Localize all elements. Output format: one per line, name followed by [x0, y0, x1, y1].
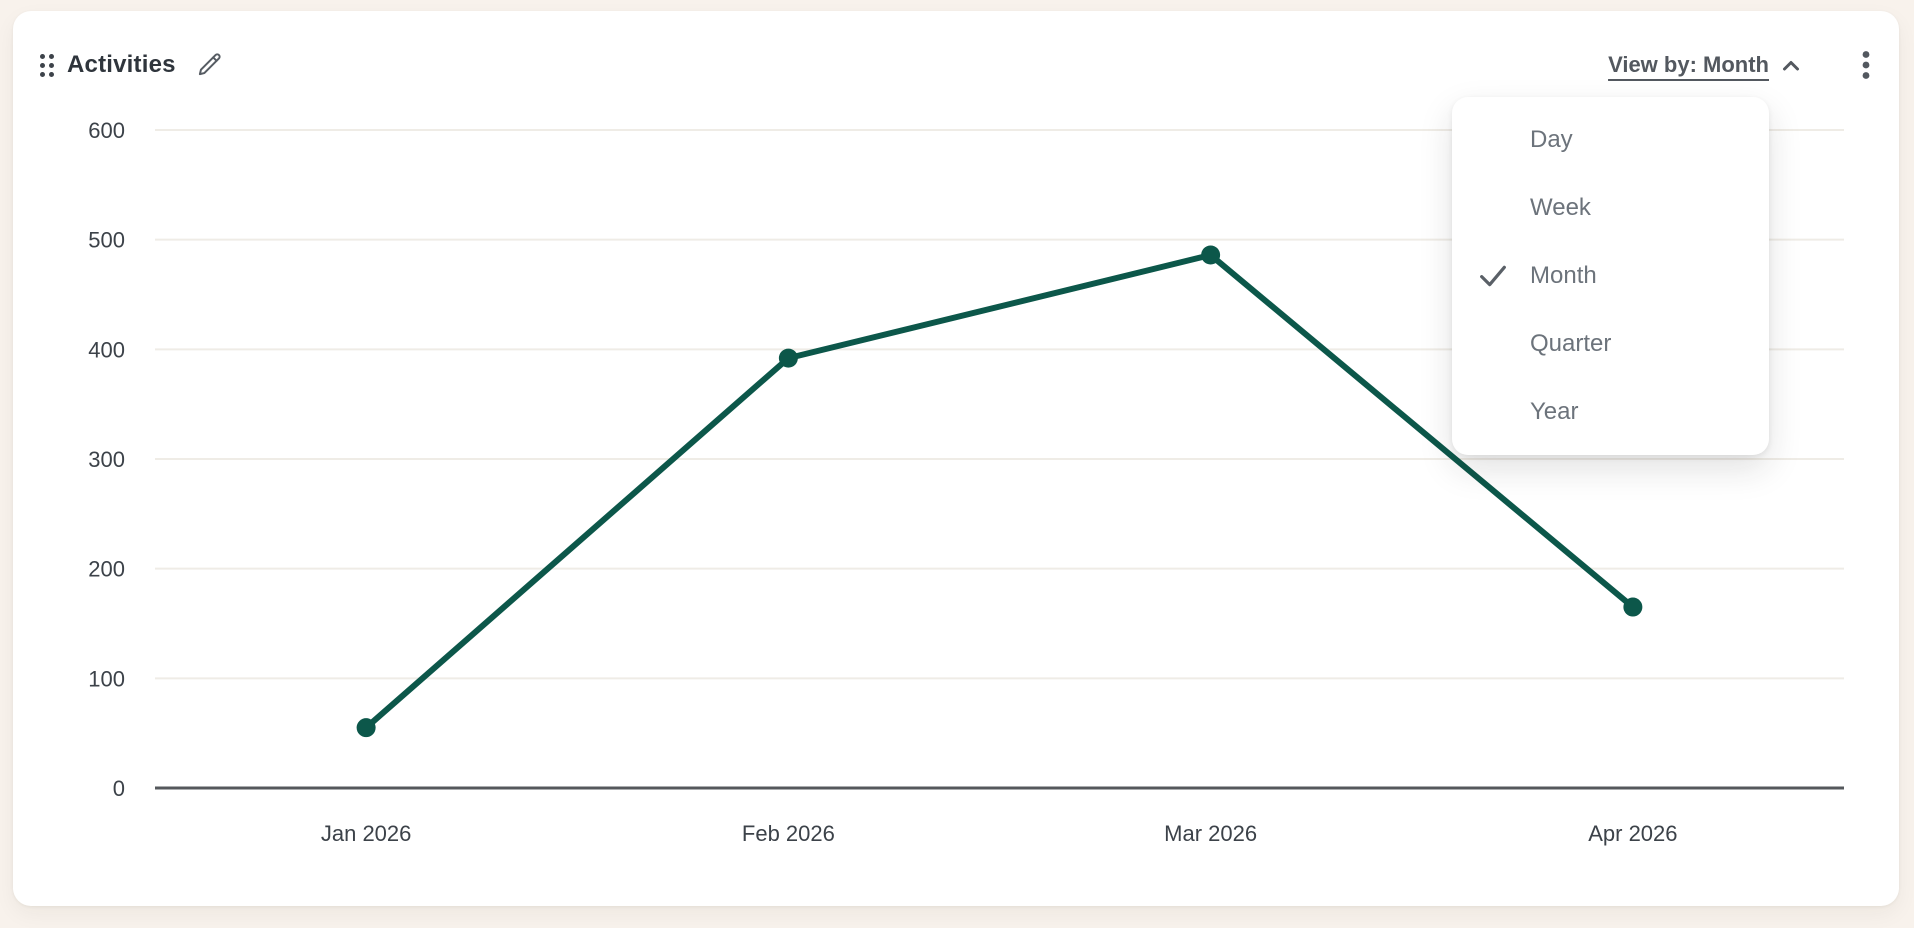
chevron-up-icon	[1783, 61, 1799, 71]
check-icon	[1477, 192, 1530, 224]
data-point[interactable]	[1201, 245, 1221, 265]
widget-header-left: Activities	[40, 51, 223, 79]
activities-line	[364, 252, 1635, 730]
dropdown-item-month[interactable]: Month	[1452, 242, 1769, 310]
svg-text:Feb 2026: Feb 2026	[742, 821, 835, 846]
dropdown-item-label: Month	[1530, 262, 1597, 289]
dropdown-item-label: Year	[1530, 398, 1579, 425]
widget-options-button[interactable]	[1861, 50, 1871, 80]
dropdown-item-day[interactable]: Day	[1452, 106, 1769, 174]
svg-text:200: 200	[88, 557, 125, 582]
dropdown-item-quarter[interactable]: Quarter	[1452, 310, 1769, 378]
widget-header: Activities View by: Month	[40, 43, 1871, 87]
activities-widget-card: Activities View by: Month	[13, 11, 1899, 906]
check-icon	[1477, 396, 1530, 428]
kebab-menu-icon	[1862, 51, 1870, 79]
widget-header-right: View by: Month	[1608, 50, 1871, 80]
svg-text:Apr 2026: Apr 2026	[1588, 821, 1677, 846]
view-by-label: View by: Month	[1608, 52, 1769, 77]
dropdown-item-label: Week	[1530, 194, 1591, 221]
activities-chart: 0 100 200 300 400 500 600 Jan 2026 Feb 2026 Mar 2…	[88, 118, 1844, 846]
svg-text:100: 100	[88, 666, 125, 691]
check-icon	[1477, 260, 1530, 292]
view-by-dropdown-button[interactable]: View by: Month	[1608, 52, 1803, 78]
svg-text:400: 400	[88, 337, 125, 362]
pencil-icon	[198, 53, 221, 76]
data-point[interactable]	[778, 348, 798, 368]
edit-title-button[interactable]	[195, 51, 223, 79]
svg-text:500: 500	[88, 228, 125, 253]
check-icon	[1477, 328, 1530, 360]
svg-text:Jan 2026: Jan 2026	[321, 821, 412, 846]
drag-handle-icon[interactable]	[40, 53, 54, 77]
dropdown-item-week[interactable]: Week	[1452, 174, 1769, 242]
data-point[interactable]	[356, 718, 376, 738]
dropdown-item-label: Quarter	[1530, 330, 1612, 357]
dropdown-item-label: Day	[1530, 126, 1573, 153]
svg-text:0: 0	[113, 776, 125, 801]
svg-text:300: 300	[88, 447, 125, 472]
svg-text:Mar 2026: Mar 2026	[1164, 821, 1257, 846]
widget-title: Activities	[67, 51, 176, 78]
check-icon	[1477, 124, 1530, 156]
dropdown-item-year[interactable]: Year	[1452, 378, 1769, 446]
data-point[interactable]	[1623, 597, 1643, 617]
svg-text:600: 600	[88, 118, 125, 143]
view-by-menu: Day Week Month Quarter Year	[1452, 97, 1769, 455]
